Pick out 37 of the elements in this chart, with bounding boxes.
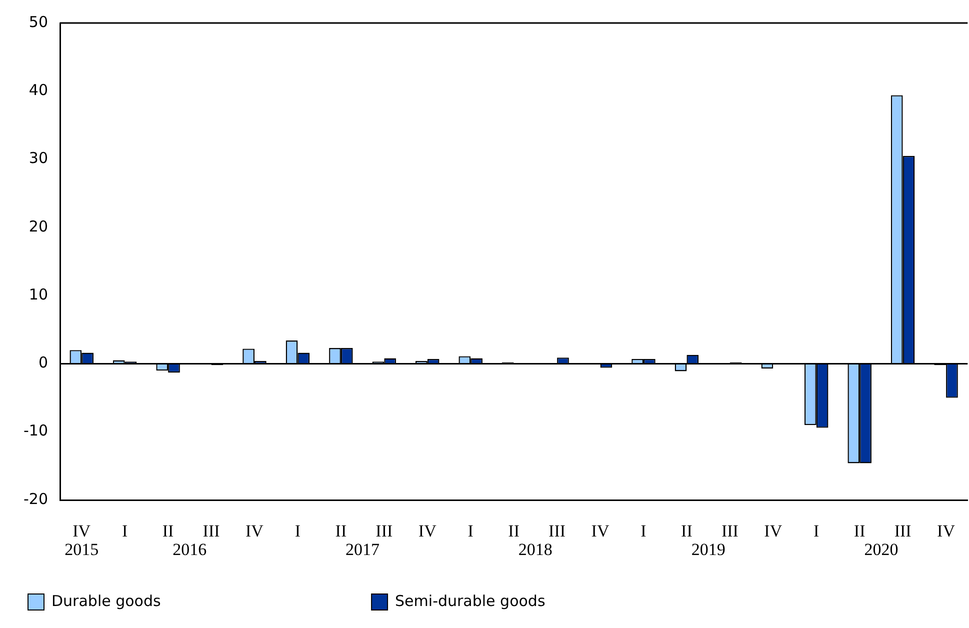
x-tick-label: III <box>548 522 566 541</box>
x-tick-label: I <box>468 522 474 541</box>
x-tick-label: IV <box>764 522 783 541</box>
x-tick-label: IV <box>591 522 610 541</box>
x-tick-label: II <box>508 522 520 541</box>
x-tick-label: II <box>854 522 866 541</box>
x-tick-label: III <box>202 522 220 541</box>
y-tick-label: -10 <box>24 422 48 440</box>
x-tick-label: IV <box>72 522 92 541</box>
x-tick-label: II <box>335 522 347 541</box>
y-tick-label: 20 <box>28 217 48 236</box>
x-tick-label: II <box>681 522 693 541</box>
legend-label: Durable goods <box>52 592 352 610</box>
x-tick-label: III <box>721 522 739 541</box>
x-tick-label: I <box>294 522 301 541</box>
text: 2015 <box>64 540 99 559</box>
x-tick-label: I <box>122 522 128 541</box>
y-tick-label: 0 <box>38 354 48 372</box>
y-tick-label: -20 <box>24 490 48 508</box>
y-tick-label: 50 <box>28 12 48 31</box>
legend-label: Semi-durable goods <box>395 592 546 610</box>
x-tick-label: IV <box>246 522 264 541</box>
text: 2016 <box>172 540 207 559</box>
y-tick-label: 40 <box>28 81 48 100</box>
y-tick-label: 10 <box>28 285 48 304</box>
x-tick-label: II <box>162 522 174 541</box>
x-tick-label: III <box>376 522 393 541</box>
x-tick-label: III <box>894 522 912 541</box>
x-tick-label: I <box>640 522 647 541</box>
text: 2017 <box>346 540 380 559</box>
x-tick-label: I <box>814 522 820 541</box>
y-tick-label: 30 <box>28 149 48 168</box>
text: 2020 <box>864 540 898 559</box>
text: 2018 <box>518 540 552 559</box>
x-tick-label: IV <box>418 522 438 541</box>
x-tick-label: IV <box>937 522 956 541</box>
text: 2019 <box>691 540 726 559</box>
